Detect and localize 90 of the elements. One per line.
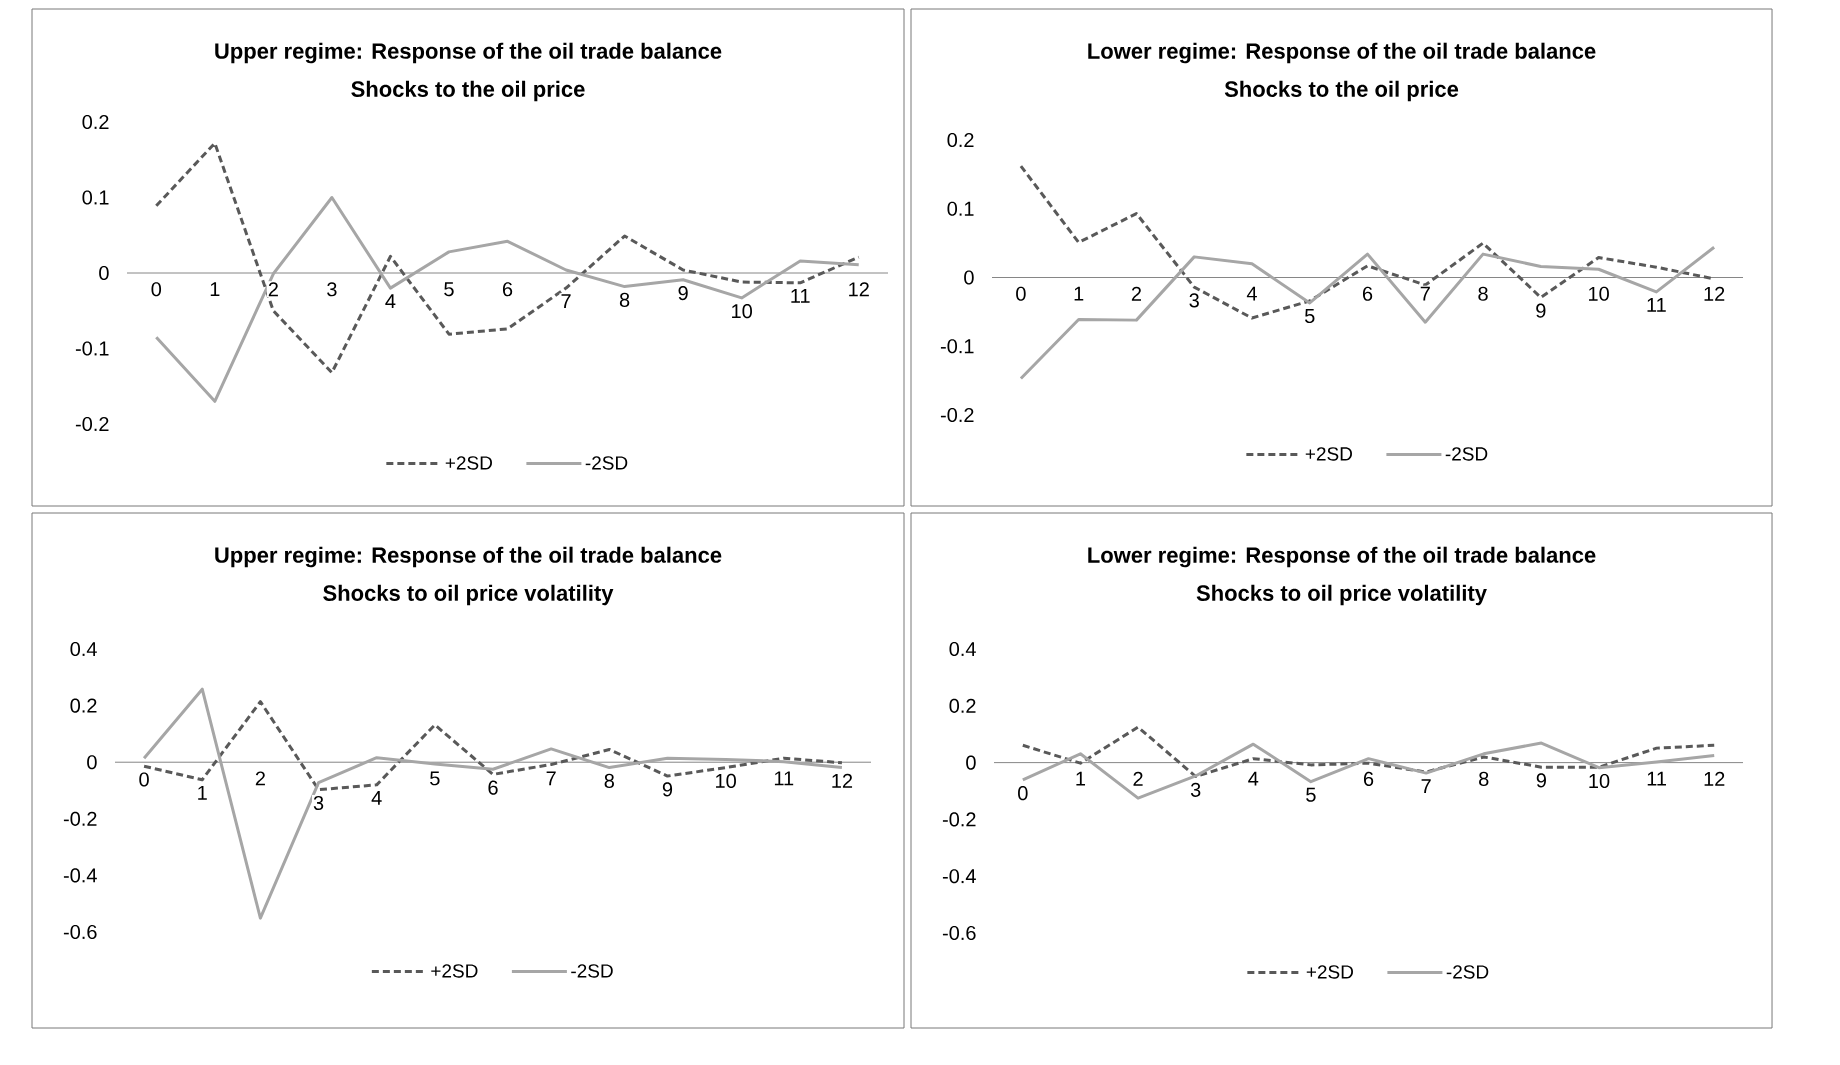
x-tick-label: 3: [327, 282, 337, 297]
y-tick-label: 0.4: [949, 641, 976, 657]
x-tick-label: 4: [385, 294, 396, 309]
y-tick-label: -0.2: [940, 407, 974, 423]
chart-title: Lower regime: Response of the oil trade balance: [1088, 546, 1596, 568]
y-tick-label: -0.6: [942, 925, 976, 941]
y-tick-label: 0.2: [70, 698, 97, 713]
x-tick-label: 6: [502, 282, 513, 297]
x-tick-label: 1: [1076, 771, 1086, 786]
legend-label: -2SD: [1445, 447, 1488, 461]
x-tick-label: 9: [678, 286, 688, 301]
legend-label: +2SD: [1305, 447, 1352, 461]
x-tick-label: 3: [1189, 293, 1199, 308]
x-tick-label: 4: [1248, 771, 1259, 786]
x-tick-label: 8: [1479, 771, 1489, 786]
x-tick-label: 2: [268, 282, 278, 297]
y-tick-label: 0.2: [947, 132, 974, 148]
x-tick-label: 4: [371, 791, 382, 805]
x-tick-label: 0: [151, 282, 162, 297]
x-tick-label: 5: [1304, 309, 1315, 324]
y-tick-label: 0.1: [947, 201, 974, 216]
x-tick-label: 8: [1478, 286, 1488, 301]
x-tick-label: 11: [774, 771, 794, 786]
x-tick-label: 7: [1420, 286, 1430, 301]
y-tick-label: 0: [99, 265, 109, 281]
x-tick-label: 1: [1074, 286, 1084, 301]
y-tick-label: 0.4: [70, 641, 97, 657]
x-tick-label: 3: [313, 795, 324, 811]
y-tick-label: -0.6: [63, 924, 97, 940]
chart-title: Upper regime: Response of the oil trade balance: [215, 546, 722, 568]
x-tick-label: 9: [1536, 773, 1546, 788]
x-tick-label: 9: [662, 782, 673, 797]
y-tick-label: 0.1: [82, 190, 109, 205]
x-tick-label: 10: [1589, 773, 1610, 789]
x-tick-label: 8: [604, 773, 614, 788]
x-tick-label: 9: [1536, 303, 1546, 318]
y-tick-label: 0: [964, 270, 974, 285]
x-tick-label: 10: [716, 773, 736, 788]
x-tick-label: 8: [619, 292, 630, 307]
x-tick-label: 2: [1133, 771, 1143, 786]
legend-label: +2SD: [445, 456, 492, 470]
x-tick-label: 6: [488, 780, 498, 795]
x-tick-label: 1: [210, 282, 220, 296]
chart-subtitle: Shocks to oil price volatility: [1196, 584, 1487, 606]
legend-label: -2SD: [1446, 965, 1489, 979]
x-tick-label: 12: [1704, 286, 1725, 301]
x-tick-label: 7: [546, 771, 556, 786]
x-tick-label: 12: [1704, 771, 1725, 786]
y-tick-label: -0.2: [63, 811, 97, 826]
x-tick-label: 2: [1131, 286, 1141, 301]
x-tick-label: 7: [1421, 779, 1431, 794]
y-tick-label: -0.2: [75, 416, 109, 432]
x-tick-label: 11: [1647, 771, 1666, 786]
x-tick-label: 5: [430, 771, 440, 786]
x-tick-label: 10: [732, 304, 752, 319]
x-tick-label: 5: [1306, 787, 1316, 802]
x-tick-label: 2: [255, 771, 265, 786]
x-tick-label: 12: [832, 773, 853, 788]
chart-subtitle: Shocks to the oil price: [351, 80, 585, 102]
x-tick-label: 6: [1363, 771, 1374, 786]
x-tick-label: 3: [1190, 782, 1201, 797]
x-tick-label: 6: [1362, 286, 1373, 301]
x-tick-label: 0: [139, 772, 149, 787]
x-tick-label: 10: [1589, 286, 1609, 301]
chart-title: Upper regime: Response of the oil trade balance: [215, 42, 722, 64]
x-tick-label: 1: [198, 785, 207, 800]
y-tick-label: -0.4: [942, 869, 976, 884]
y-tick-label: 0: [966, 755, 976, 770]
chart-subtitle: Shocks to the oil price: [1224, 80, 1459, 102]
legend-label: +2SD: [1306, 965, 1353, 979]
y-tick-label: -0.1: [75, 341, 109, 356]
y-tick-label: 0.2: [949, 698, 976, 713]
legend-label: -2SD: [585, 456, 628, 470]
chart-title: Lower regime: Response of the oil trade balance: [1088, 42, 1596, 64]
x-tick-label: 12: [849, 282, 869, 297]
x-tick-label: 5: [444, 282, 454, 297]
x-tick-label: 11: [1647, 298, 1666, 312]
y-tick-label: -0.4: [63, 868, 97, 883]
legend-label: -2SD: [571, 964, 613, 978]
y-tick-label: 0: [87, 755, 97, 770]
y-tick-label: -0.1: [940, 339, 974, 354]
chart-subtitle: Shocks to oil price volatility: [323, 584, 614, 606]
x-tick-label: 4: [1246, 286, 1257, 301]
x-tick-label: 7: [561, 294, 571, 309]
y-tick-label: 0.2: [82, 114, 109, 130]
legend-label: +2SD: [431, 964, 478, 978]
x-tick-label: 0: [1016, 286, 1026, 301]
y-tick-label: -0.2: [942, 812, 976, 827]
x-tick-label: 0: [1018, 786, 1028, 801]
x-tick-label: 11: [791, 289, 810, 303]
